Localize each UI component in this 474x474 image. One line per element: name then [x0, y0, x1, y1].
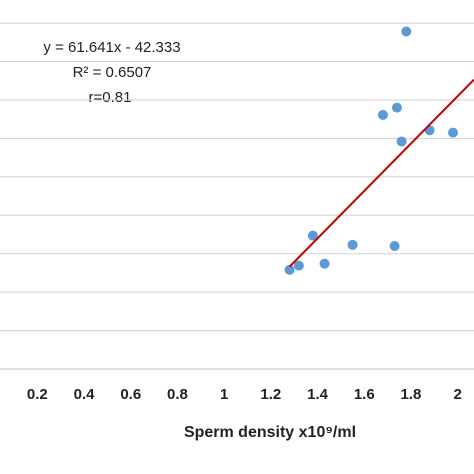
x-tick-label: 0.6: [120, 386, 141, 403]
x-tick-label: 0.2: [27, 386, 48, 403]
point: [447, 127, 458, 138]
x-tick-label: 0.4: [74, 386, 96, 403]
point: [284, 264, 295, 275]
trendline: [288, 78, 474, 268]
point: [293, 260, 304, 271]
point: [319, 258, 330, 269]
point: [391, 102, 402, 113]
point: [307, 230, 318, 241]
point: [347, 239, 358, 250]
x-tick-label: 1: [220, 386, 228, 403]
point: [377, 109, 388, 120]
x-tick-label: 2: [453, 386, 461, 403]
x-tick-label: 1.2: [260, 386, 281, 403]
x-tick-label: 1.8: [401, 386, 422, 403]
point: [389, 241, 400, 251]
x-tick-label: 1.6: [354, 386, 375, 403]
x-axis-label: Sperm density x10⁹/ml: [184, 424, 356, 441]
x-tick-label: 0.8: [167, 386, 188, 403]
x-tick-label: 1.4: [307, 386, 329, 403]
annotation: R² = 0.6507: [73, 64, 152, 81]
annotation: r=0.81: [89, 89, 132, 106]
point: [401, 26, 412, 37]
annotation: y = 61.641x - 42.333: [43, 39, 180, 56]
point: [396, 136, 407, 147]
